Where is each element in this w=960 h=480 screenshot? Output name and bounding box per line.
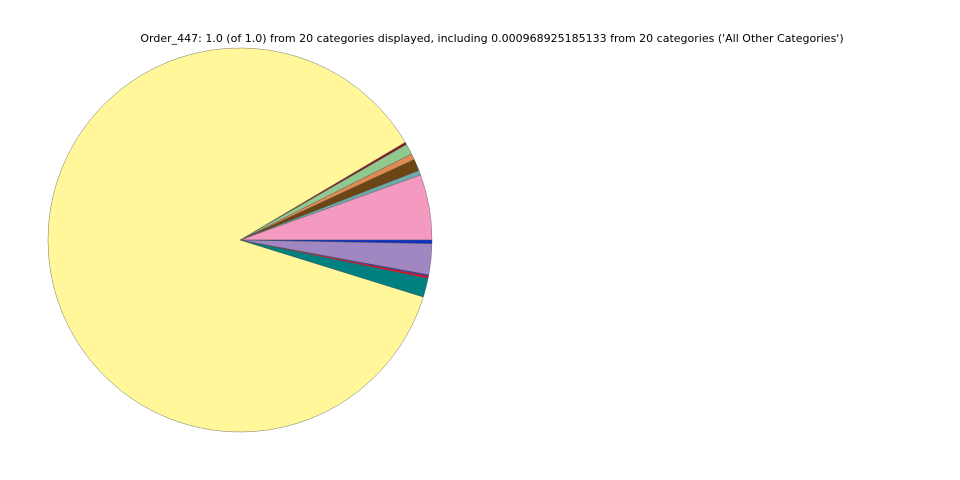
pie-slice — [47, 47, 424, 433]
pie — [47, 47, 433, 433]
pie-slice — [239, 239, 433, 244]
chart-title: Order_447: 1.0 (of 1.0) from 20 categori… — [140, 32, 843, 45]
